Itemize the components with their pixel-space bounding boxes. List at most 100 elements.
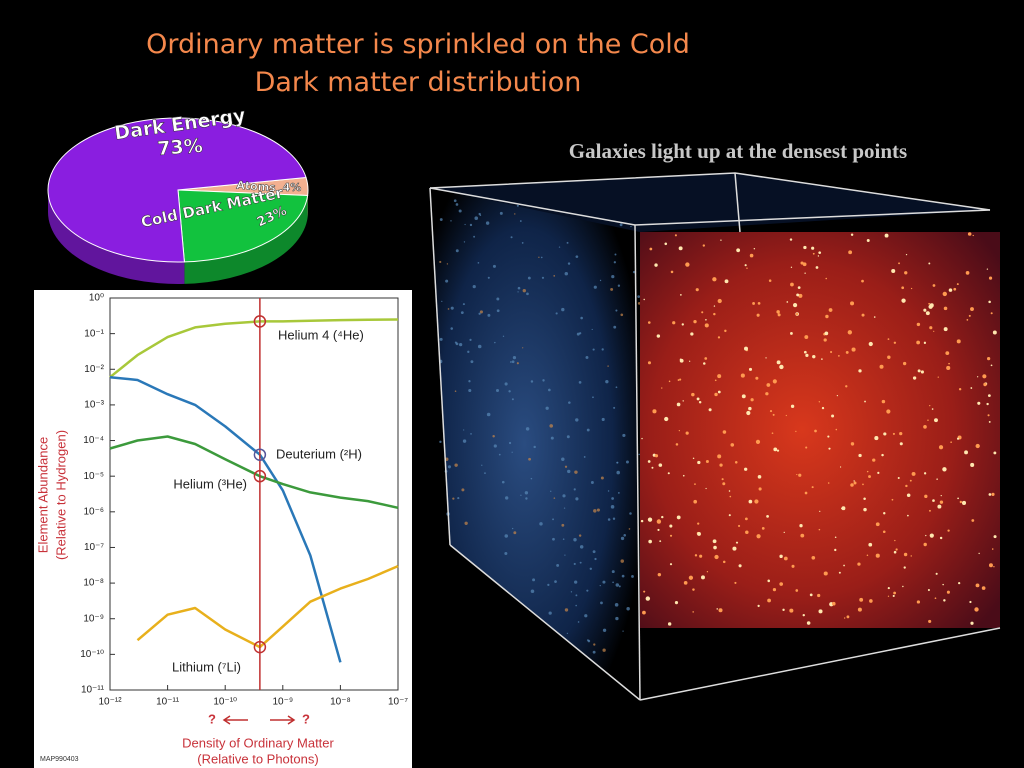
galaxy bbox=[789, 238, 793, 241]
filament bbox=[561, 307, 565, 312]
galaxy bbox=[661, 387, 663, 389]
galaxy bbox=[685, 262, 690, 267]
filament bbox=[602, 580, 606, 584]
galaxy bbox=[936, 478, 938, 480]
galaxy bbox=[717, 336, 721, 339]
filament bbox=[461, 488, 465, 492]
series-label: Deuterium (²H) bbox=[276, 446, 362, 461]
galaxy bbox=[737, 524, 741, 528]
filament bbox=[618, 585, 621, 588]
galaxy bbox=[887, 595, 890, 597]
galaxy bbox=[977, 376, 979, 378]
filament bbox=[522, 347, 524, 349]
galaxy bbox=[866, 554, 869, 556]
filament bbox=[508, 390, 511, 393]
galaxy bbox=[721, 478, 724, 481]
galaxy bbox=[858, 453, 862, 458]
galaxy bbox=[868, 341, 873, 347]
galaxy bbox=[875, 522, 880, 527]
filament bbox=[573, 488, 576, 491]
filament bbox=[611, 274, 615, 279]
galaxy bbox=[895, 548, 898, 551]
galaxy bbox=[932, 284, 936, 287]
galaxy bbox=[901, 286, 905, 290]
galaxy bbox=[697, 532, 701, 536]
filament bbox=[550, 490, 552, 492]
galaxy bbox=[785, 414, 787, 417]
filament bbox=[439, 218, 443, 221]
filament bbox=[457, 497, 460, 500]
galaxy bbox=[861, 313, 865, 317]
measured-point bbox=[253, 469, 267, 483]
galaxy bbox=[993, 535, 997, 539]
filament bbox=[612, 517, 616, 520]
filament bbox=[610, 287, 614, 291]
filament bbox=[592, 650, 596, 654]
filament bbox=[610, 505, 615, 509]
filament bbox=[441, 300, 443, 303]
filament bbox=[469, 338, 472, 342]
galaxy bbox=[836, 395, 839, 397]
galaxy bbox=[748, 499, 753, 504]
galaxy bbox=[811, 246, 815, 250]
galaxy bbox=[701, 311, 704, 314]
galaxy bbox=[786, 301, 789, 303]
galaxy bbox=[819, 510, 821, 512]
galaxy bbox=[850, 301, 855, 306]
galaxy bbox=[776, 310, 780, 314]
galaxy bbox=[835, 428, 838, 431]
galaxy bbox=[669, 563, 673, 566]
filament bbox=[508, 441, 512, 445]
galaxy bbox=[950, 441, 952, 444]
galaxy bbox=[929, 533, 934, 538]
y-tick-label: 10⁻⁴ bbox=[83, 435, 104, 446]
galaxy bbox=[657, 572, 662, 577]
series-line bbox=[136, 564, 399, 649]
filament bbox=[567, 469, 571, 474]
filament bbox=[463, 429, 465, 431]
galaxy bbox=[905, 484, 908, 488]
galaxy bbox=[676, 402, 681, 407]
galaxy bbox=[664, 242, 668, 246]
galaxy bbox=[818, 401, 821, 403]
galaxy bbox=[728, 514, 731, 517]
galaxy bbox=[943, 306, 948, 311]
galaxy bbox=[795, 589, 799, 592]
filament bbox=[481, 464, 483, 466]
galaxy bbox=[790, 332, 793, 335]
galaxy bbox=[850, 233, 854, 236]
galaxy bbox=[990, 312, 993, 315]
x-axis-label: Density of Ordinary Matter bbox=[182, 735, 334, 750]
galaxy bbox=[847, 330, 853, 335]
filament bbox=[501, 480, 505, 484]
filament bbox=[602, 648, 606, 652]
filament bbox=[485, 221, 490, 225]
filament bbox=[616, 470, 620, 475]
galaxy bbox=[935, 572, 938, 575]
galaxy bbox=[812, 252, 815, 255]
galaxy bbox=[928, 304, 933, 309]
plot-frame bbox=[109, 297, 399, 691]
galaxy bbox=[798, 293, 803, 298]
filament bbox=[575, 497, 579, 501]
galaxy bbox=[825, 314, 829, 319]
filament bbox=[570, 591, 573, 593]
galaxy bbox=[975, 443, 980, 449]
filament bbox=[592, 550, 596, 554]
filament bbox=[593, 509, 597, 513]
galaxy bbox=[694, 554, 698, 557]
filament bbox=[548, 388, 551, 392]
galaxy bbox=[933, 330, 935, 332]
galaxy bbox=[674, 601, 679, 605]
filament bbox=[566, 632, 569, 635]
galaxy bbox=[649, 247, 653, 251]
galaxy bbox=[977, 401, 981, 405]
filament bbox=[593, 285, 597, 289]
galaxy bbox=[692, 611, 694, 613]
filament bbox=[477, 261, 480, 264]
galaxy bbox=[884, 233, 889, 238]
filament bbox=[599, 584, 601, 587]
y-tick-label: 10⁻¹¹ bbox=[81, 685, 105, 696]
filament bbox=[637, 295, 641, 298]
galaxy bbox=[757, 604, 760, 608]
